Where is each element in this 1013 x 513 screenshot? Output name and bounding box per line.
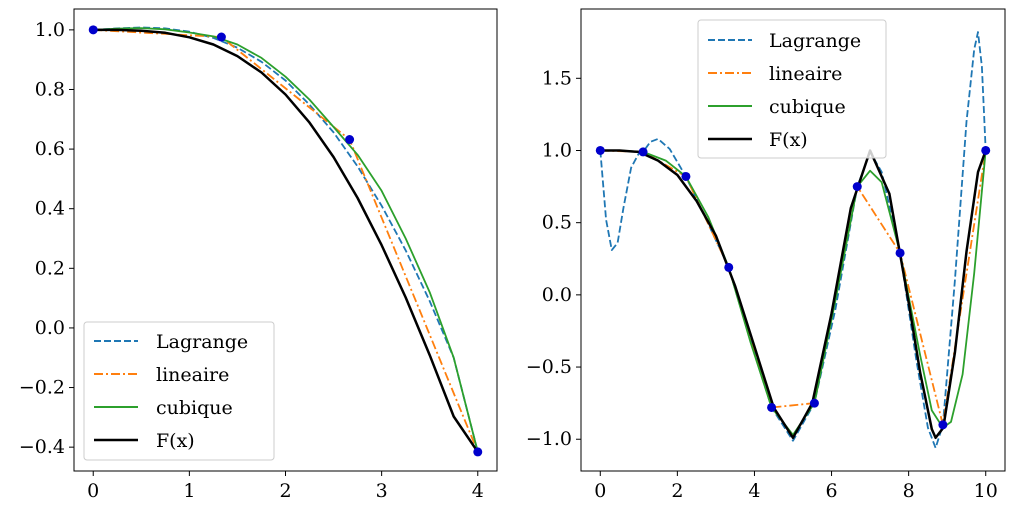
right-node-point (638, 147, 648, 157)
left-xtick-label: 3 (376, 480, 388, 502)
left-legend-box (83, 321, 275, 461)
right-series-cubique-line (600, 149, 987, 436)
right-ytick-label: 0.5 (542, 212, 572, 234)
left-xtick-label: 1 (183, 480, 195, 502)
right-node-point (895, 248, 905, 258)
left-ytick-label: 0.4 (35, 198, 65, 220)
right-legend-label-lagrange: Lagrange (769, 30, 861, 52)
left-legend-label-lineaire: lineaire (156, 364, 229, 386)
right-xtick-label: 6 (825, 480, 837, 502)
right-xtick-label: 4 (748, 480, 760, 502)
left-xtick-label: 4 (472, 480, 484, 502)
left-ytick-label: 1.0 (35, 19, 65, 41)
left-xtick-label: 0 (87, 480, 99, 502)
left-node-point (345, 135, 355, 145)
right-node-point (767, 402, 777, 412)
right-plot: 0 2 4 6 8 10 −1.0 −0.5 0.0 0.5 1.0 1.5 Lagrange li… (526, 8, 1006, 502)
left-series-cubique-line (93, 27, 479, 453)
right-ytick-label: −0.5 (526, 356, 572, 378)
right-legend-box (697, 19, 887, 159)
left-legend-label-fx: F(x) (156, 430, 195, 452)
right-ytick-label: −1.0 (526, 428, 572, 450)
left-legend-label-cubique: cubique (156, 397, 233, 419)
right-node-point (595, 145, 605, 155)
right-node-point (809, 398, 819, 408)
right-ytick-label: 0.0 (542, 284, 572, 306)
right-series-lineaire-line (600, 149, 987, 426)
left-ytick-label: 0.2 (35, 257, 65, 279)
left-plot: 0 1 2 3 4 −0.4 −0.2 0.0 0.2 0.4 0.6 0.8 1.0 Lagrang… (19, 8, 498, 502)
left-node-point (88, 25, 98, 35)
right-legend-label-lineaire: lineaire (769, 63, 842, 85)
left-ytick-label: 0.0 (35, 317, 65, 339)
right-node-point (852, 182, 862, 192)
left-ytick-label: −0.2 (19, 377, 65, 399)
left-ytick-label: 0.6 (35, 138, 65, 160)
right-series-lagrange-line (599, 31, 987, 449)
right-node-point (681, 171, 691, 181)
left-y-axis: −0.4 −0.2 0.0 0.2 0.4 0.6 0.8 1.0 (19, 19, 74, 458)
right-interpolation-nodes (595, 145, 991, 430)
left-xtick-label: 2 (279, 480, 291, 502)
left-node-point (216, 32, 226, 42)
right-xtick-label: 0 (594, 480, 606, 502)
right-ytick-label: 1.0 (542, 139, 572, 161)
right-legend: Lagrange lineaire cubique F(x) (697, 19, 887, 159)
left-x-axis: 0 1 2 3 4 (87, 471, 484, 502)
right-legend-label-fx: F(x) (769, 129, 808, 151)
right-plot-frame (580, 8, 1006, 472)
left-series-group (93, 26, 479, 453)
right-xtick-label: 8 (903, 480, 915, 502)
left-interpolation-nodes (88, 25, 483, 457)
right-xtick-label: 2 (671, 480, 683, 502)
left-ytick-label: 0.8 (35, 78, 65, 100)
left-ytick-label: −0.4 (19, 436, 65, 458)
right-node-point (981, 145, 991, 155)
right-node-point (724, 262, 734, 272)
left-series-fx-line (93, 28, 479, 453)
right-ytick-label: 1.5 (542, 67, 572, 89)
right-xtick-label: 10 (974, 480, 998, 502)
left-legend-label-lagrange: Lagrange (156, 331, 248, 353)
left-node-point (473, 447, 483, 457)
right-x-axis: 0 2 4 6 8 10 (594, 471, 998, 502)
right-y-axis: −1.0 −0.5 0.0 0.5 1.0 1.5 (526, 67, 581, 450)
right-node-point (938, 420, 948, 430)
right-legend-label-cubique: cubique (769, 96, 846, 118)
left-legend: Lagrange lineaire cubique F(x) (83, 321, 275, 461)
left-series-lineaire-line (93, 29, 479, 453)
